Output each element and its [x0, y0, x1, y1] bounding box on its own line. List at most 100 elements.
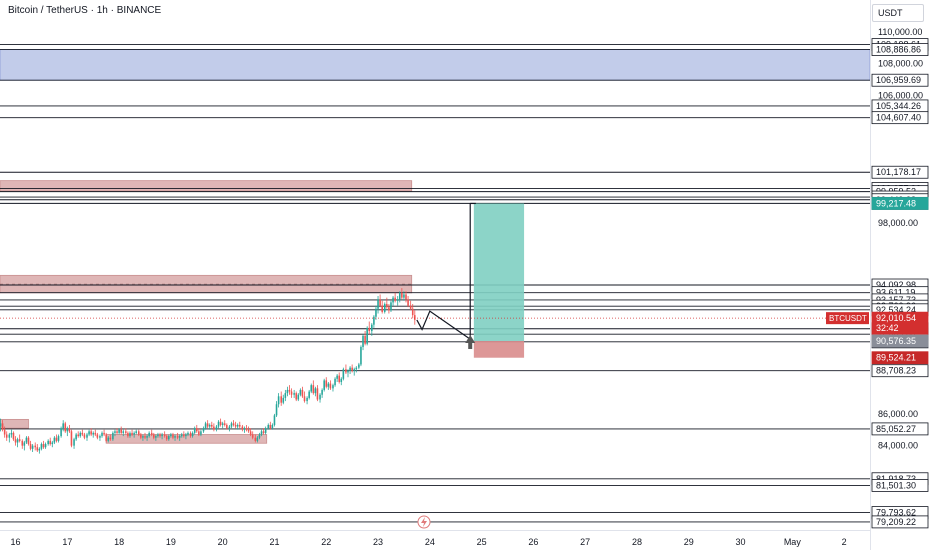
candle-body: [394, 297, 396, 301]
price-label: 88,708.23: [876, 366, 916, 376]
candle-body: [293, 393, 295, 395]
symbol-title[interactable]: Bitcoin / TetherUS · 1h · BINANCE: [8, 5, 162, 16]
candle-body: [297, 394, 300, 400]
candle-body: [34, 445, 37, 448]
currency-selector[interactable]: USDT: [872, 4, 924, 22]
price-label: 108,886.86: [876, 45, 921, 55]
candle-body: [310, 385, 313, 392]
candle-body: [165, 436, 168, 440]
y-tick-label: 84,000.00: [878, 441, 918, 451]
candle-body: [398, 292, 401, 300]
candle-body: [221, 423, 224, 425]
candle-body: [277, 396, 280, 405]
candle-body: [159, 434, 161, 437]
candle-body: [178, 436, 181, 438]
candle-body: [377, 299, 379, 309]
candle-body: [208, 424, 211, 427]
candle-body: [168, 436, 170, 440]
candle-body: [362, 335, 364, 347]
candle-body: [323, 380, 325, 390]
candle-body: [282, 397, 285, 403]
candle-body: [314, 388, 317, 394]
candle-body: [14, 439, 17, 443]
candle-body: [319, 394, 321, 400]
candle-body: [44, 444, 47, 448]
candle-body: [189, 432, 192, 437]
x-tick-label: 18: [114, 537, 124, 547]
x-tick-label: 2: [842, 537, 847, 547]
price-label-box: [871, 197, 929, 210]
candle-body: [10, 432, 13, 435]
candle-body: [3, 429, 6, 435]
candle-body: [180, 434, 183, 437]
candle-body: [234, 424, 237, 427]
candle-body: [368, 327, 371, 332]
symbol-tag-box: [826, 312, 869, 325]
candle-body: [226, 424, 228, 429]
candle-body: [358, 364, 360, 368]
candle-body: [18, 439, 21, 441]
candle-body: [232, 423, 235, 425]
zones-layer: [0, 49, 871, 444]
candle-body: [301, 389, 304, 397]
candle-body: [90, 431, 92, 435]
candle-body: [230, 423, 233, 427]
price-label-box: [871, 364, 929, 378]
candle-body: [414, 315, 416, 320]
candle-body: [187, 432, 189, 435]
candle-body: [379, 299, 381, 306]
candle-body: [254, 437, 257, 441]
x-tick-label: 28: [632, 537, 642, 547]
x-tick-label: 23: [373, 537, 383, 547]
candle-body: [12, 432, 15, 440]
price-label: 85,052.27: [876, 424, 916, 434]
candle-body: [303, 396, 306, 402]
flash-icon-glyph: [421, 517, 427, 527]
candle-body: [329, 383, 332, 389]
time-axis-divider: [0, 530, 870, 531]
candle-body: [392, 297, 394, 303]
candle-body: [83, 434, 86, 438]
candle-body: [243, 428, 246, 430]
candle-body: [68, 428, 71, 432]
candle-body: [383, 303, 386, 312]
price-label: 101,178.17: [876, 167, 921, 177]
candle-body: [40, 444, 43, 449]
candle-body: [55, 437, 58, 441]
candle-body: [211, 424, 213, 427]
candle-body: [94, 432, 97, 435]
price-label-box: [871, 479, 929, 492]
symbol-tag: BTCUSDT: [829, 314, 867, 323]
candle-body: [70, 431, 73, 446]
candle-body: [21, 440, 24, 446]
candle-body: [23, 442, 26, 446]
candle-body: [114, 431, 116, 433]
candle-body: [215, 426, 218, 430]
price-label-box: [871, 165, 929, 179]
candle-body: [275, 404, 278, 416]
candle-body: [131, 432, 133, 435]
candle-body: [290, 391, 293, 395]
candle-body: [386, 303, 388, 308]
candle-body: [170, 434, 172, 437]
candle-body: [172, 434, 174, 438]
price-label-box: [871, 351, 929, 365]
candle-body: [390, 302, 392, 311]
price-label: 92,010.54: [876, 313, 916, 323]
candle-body: [5, 434, 8, 438]
candle-body: [340, 378, 343, 382]
candle-body: [31, 445, 34, 449]
y-tick-label: 86,000.00: [878, 409, 918, 419]
candle-body: [77, 434, 79, 437]
candle-body: [103, 432, 105, 435]
x-tick-label: 24: [425, 537, 435, 547]
price-axis: 110,000.00 108,000.00 106,000.00 98,000.00 8…: [826, 27, 929, 529]
candle-body: [260, 431, 263, 435]
position-layer: [473, 203, 525, 358]
candle-body: [336, 375, 338, 379]
candle-body: [101, 432, 103, 437]
price-label-box: [871, 422, 929, 436]
candle-body: [0, 423, 2, 427]
